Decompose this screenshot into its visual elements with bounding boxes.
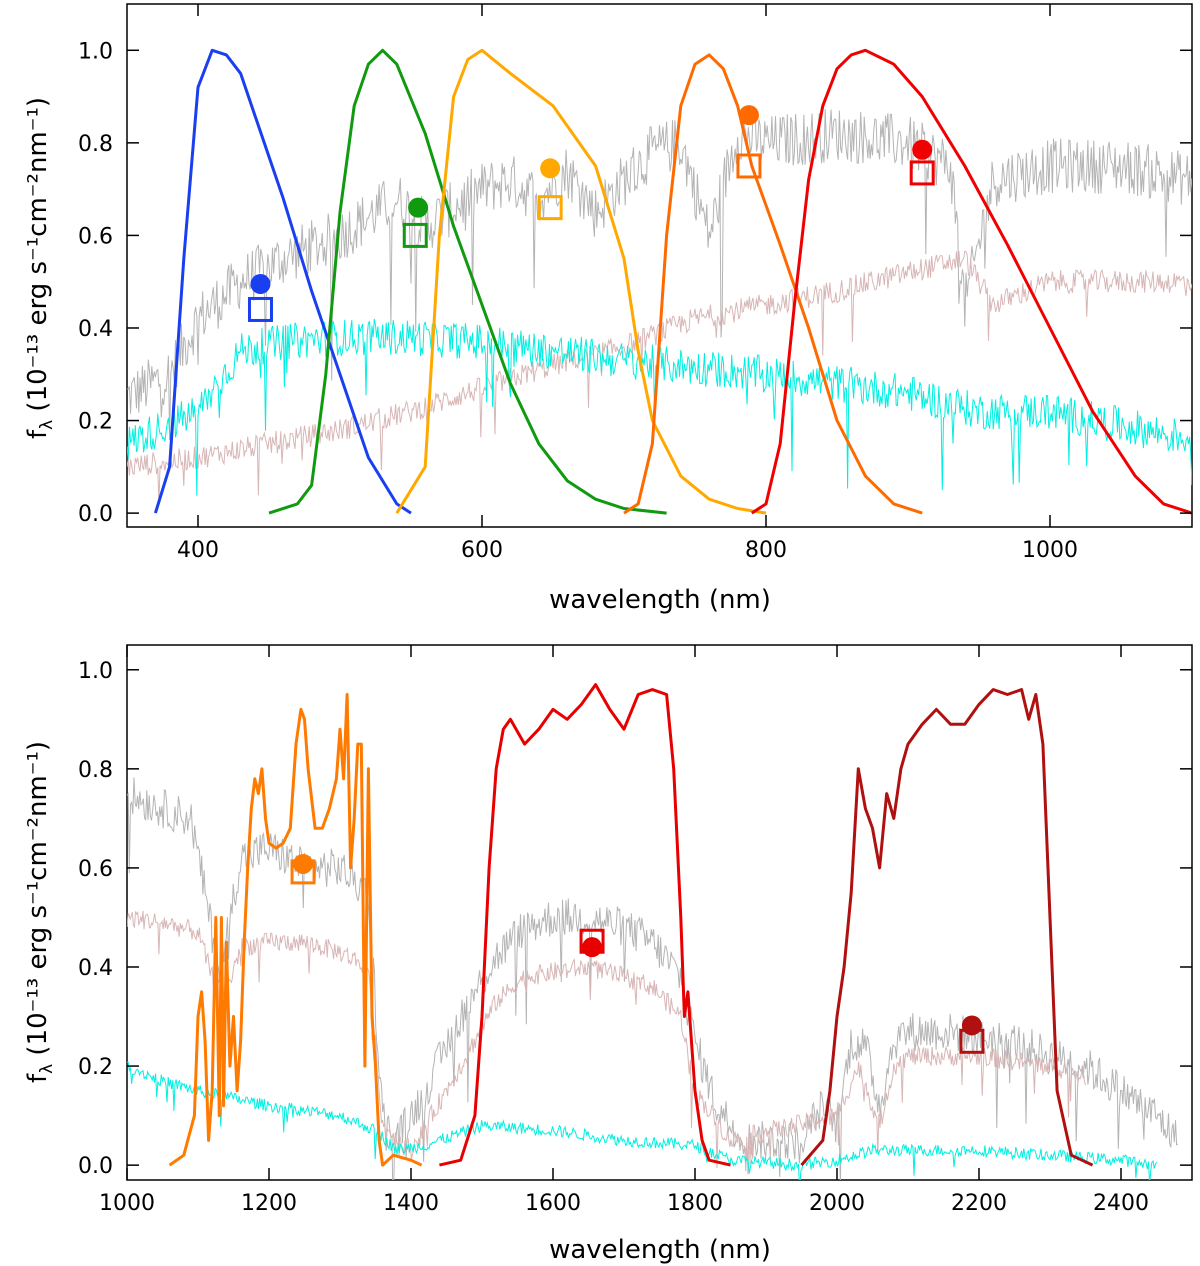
top-spectra [127,108,1192,504]
bottom-axes: 1000 1200 1400 1600 1800 2000 2200 2400 0.0 0.2 0.… [78,645,1192,1216]
filter-curve-5 [750,48,1192,515]
photometry-square-6 [537,195,563,221]
photometry-circle-1 [293,853,314,874]
y-tick-label: 0.0 [78,502,113,527]
top-panel: 400 600 800 1000 0.0 0.2 0.4 0.6 0.8 1.0 waveleng… [23,3,1193,615]
photometry-circle-9 [912,139,933,160]
bottom-panel: 1000 1200 1400 1600 1800 2000 2200 2400 0.0 0.2 0.… [23,644,1193,1265]
x-tick-label: 800 [745,538,787,563]
x-tick-label: 2000 [809,1191,865,1216]
bottom-y-axis-label: fλ (10⁻¹³ erg s⁻¹cm⁻²nm⁻¹) [23,741,57,1083]
filter-curve-3 [800,688,1094,1167]
filter-curve-4 [623,53,923,515]
filter-curve-3 [395,48,767,515]
photometry-circle-4 [582,937,603,958]
top-x-axis-label: wavelength (nm) [549,585,771,615]
bottom-markers [290,853,985,1054]
y-tick-label: 0.6 [78,224,113,249]
y-tick-label: 1.0 [78,39,113,64]
x-tick-label: 1400 [383,1191,439,1216]
photometry-circle-1 [250,274,271,295]
y-tick-label: 0.4 [78,317,113,342]
photometry-square-2 [290,859,316,885]
x-tick-label: 600 [461,538,503,563]
filter-curve-1 [168,693,423,1167]
x-tick-label: 1000 [1022,538,1078,563]
photometry-circle-5 [961,1015,982,1036]
spectrum-1 [127,777,1179,1180]
photometry-square-4 [402,222,428,248]
y-tick-label: 1.0 [78,659,113,684]
spectrum-3 [127,1061,1157,1180]
photometry-circle-3 [408,197,429,218]
y-tick-label: 0.4 [78,956,113,981]
photometry-square-6 [959,1028,985,1054]
filter-curve-1 [153,48,412,515]
bottom-plot-frame [126,644,1193,1181]
x-tick-label: 1000 [99,1191,155,1216]
top-markers [247,105,935,322]
x-tick-label: 1800 [667,1191,723,1216]
bottom-x-axis-label: wavelength (nm) [549,1235,771,1265]
y-tick-label: 0.2 [78,410,113,435]
top-plot-frame [126,3,1193,528]
y-tick-label: 0.2 [78,1055,113,1080]
photometry-square-10 [909,160,935,186]
filter-curve-2 [268,48,667,515]
x-tick-label: 1600 [525,1191,581,1216]
x-tick-label: 400 [177,538,219,563]
spectrum-2 [127,250,1192,504]
photometry-square-8 [736,153,762,179]
spectrum-2 [127,910,1086,1175]
y-tick-label: 0.8 [78,758,113,783]
y-tick-label: 0.0 [78,1154,113,1179]
photometry-circle-5 [540,158,561,179]
top-axes: 400 600 800 1000 0.0 0.2 0.4 0.6 0.8 1.0 [78,4,1192,563]
y-tick-label: 0.8 [78,132,113,157]
top-y-axis-label: fλ (10⁻¹³ erg s⁻¹cm⁻²nm⁻¹) [23,97,57,439]
top-filter-curves [153,48,1192,515]
photometry-circle-7 [738,105,759,126]
x-tick-label: 2400 [1093,1191,1149,1216]
photometry-square-2 [247,296,273,322]
bottom-filter-curves [168,683,1094,1167]
x-tick-label: 1200 [241,1191,297,1216]
y-tick-label: 0.6 [78,857,113,882]
bottom-spectra [127,777,1179,1180]
spectrum-1 [127,108,1192,441]
x-tick-label: 2200 [951,1191,1007,1216]
filter-curve-2 [439,683,731,1167]
